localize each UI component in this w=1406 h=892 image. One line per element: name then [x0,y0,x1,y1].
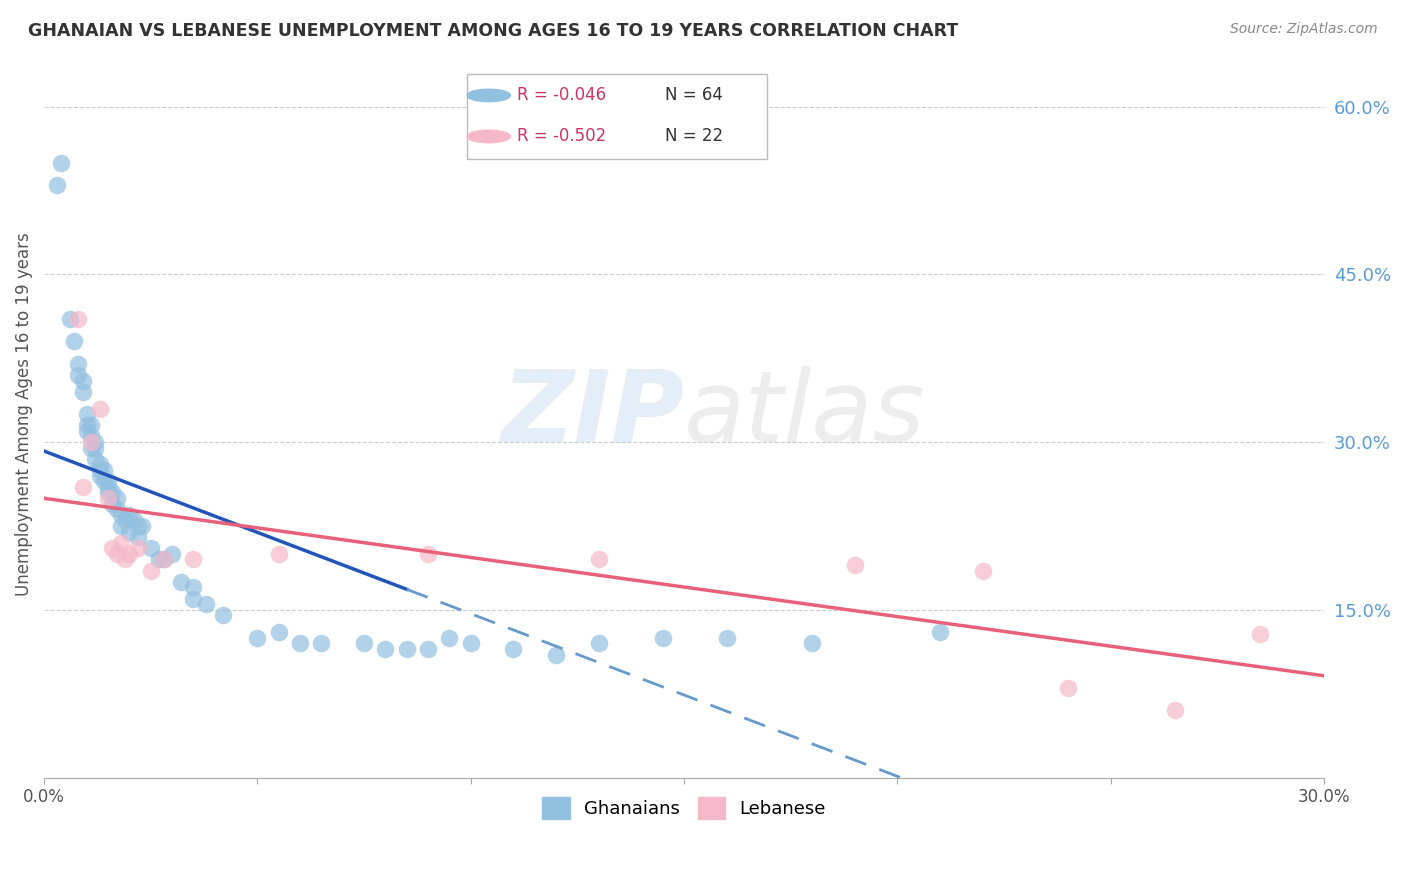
Point [114,552,136,566]
Point [101,541,124,556]
Point [502,642,524,657]
Point [76,407,98,421]
Point [105,491,128,505]
Point [105,502,128,516]
Point [588,552,610,566]
Point [139,541,162,556]
Point [152,552,174,566]
Point [183,552,205,566]
Point [80,429,103,443]
Point [460,636,482,650]
Point [80,418,103,433]
Point [148,552,170,566]
Point [59,312,82,326]
Point [97,480,120,494]
Point [97,491,120,505]
Point [93,463,115,477]
Point [1249,627,1271,641]
Point [97,474,120,488]
Point [288,636,311,650]
Point [246,631,269,645]
Point [89,401,111,416]
Text: atlas: atlas [685,366,925,463]
Point [114,513,136,527]
Point [127,541,149,556]
Point [76,418,98,433]
Point [267,625,290,640]
Point [651,631,673,645]
Point [89,458,111,472]
Legend: Ghanaians, Lebanese: Ghanaians, Lebanese [536,790,832,827]
Point [80,435,103,450]
Circle shape [467,130,510,143]
Point [122,513,145,527]
Point [353,636,375,650]
Point [212,608,235,623]
Point [588,636,610,650]
Point [89,468,111,483]
Point [1057,681,1080,695]
Point [80,441,103,455]
Point [72,374,94,388]
Point [63,334,86,349]
Point [546,648,568,662]
Point [84,441,107,455]
Point [439,631,461,645]
FancyBboxPatch shape [467,74,768,159]
Text: ZIP: ZIP [501,366,685,463]
Point [416,642,439,657]
Point [93,474,115,488]
Point [195,597,218,611]
Point [51,155,73,169]
Text: Source: ZipAtlas.com: Source: ZipAtlas.com [1230,22,1378,37]
Point [183,581,205,595]
Point [110,519,132,533]
Text: N = 22: N = 22 [665,128,723,145]
Point [267,547,290,561]
Circle shape [467,89,510,102]
Point [972,564,994,578]
Point [139,564,162,578]
Point [844,558,866,573]
Point [76,424,98,438]
Point [110,535,132,549]
Point [118,524,141,539]
Point [716,631,738,645]
Point [416,547,439,561]
Point [395,642,418,657]
Point [169,574,191,589]
Y-axis label: Unemployment Among Ages 16 to 19 years: Unemployment Among Ages 16 to 19 years [15,232,32,596]
Point [183,591,205,606]
Point [72,384,94,399]
Point [374,642,396,657]
Point [127,519,149,533]
Text: R = -0.046: R = -0.046 [516,87,606,104]
Text: GHANAIAN VS LEBANESE UNEMPLOYMENT AMONG AGES 16 TO 19 YEARS CORRELATION CHART: GHANAIAN VS LEBANESE UNEMPLOYMENT AMONG … [28,22,959,40]
Point [89,463,111,477]
Point [311,636,333,650]
Point [1164,703,1187,717]
Point [84,451,107,466]
Point [152,552,174,566]
Point [45,178,67,192]
Point [67,312,90,326]
Point [801,636,824,650]
Point [101,485,124,500]
Point [101,497,124,511]
Point [67,368,90,382]
Point [118,508,141,522]
Point [97,485,120,500]
Text: N = 64: N = 64 [665,87,723,104]
Point [84,435,107,450]
Point [72,480,94,494]
Point [118,547,141,561]
Point [131,519,153,533]
Point [127,530,149,544]
Point [67,357,90,371]
Point [110,508,132,522]
Point [160,547,183,561]
Point [929,625,952,640]
Point [105,547,128,561]
Text: R = -0.502: R = -0.502 [516,128,606,145]
